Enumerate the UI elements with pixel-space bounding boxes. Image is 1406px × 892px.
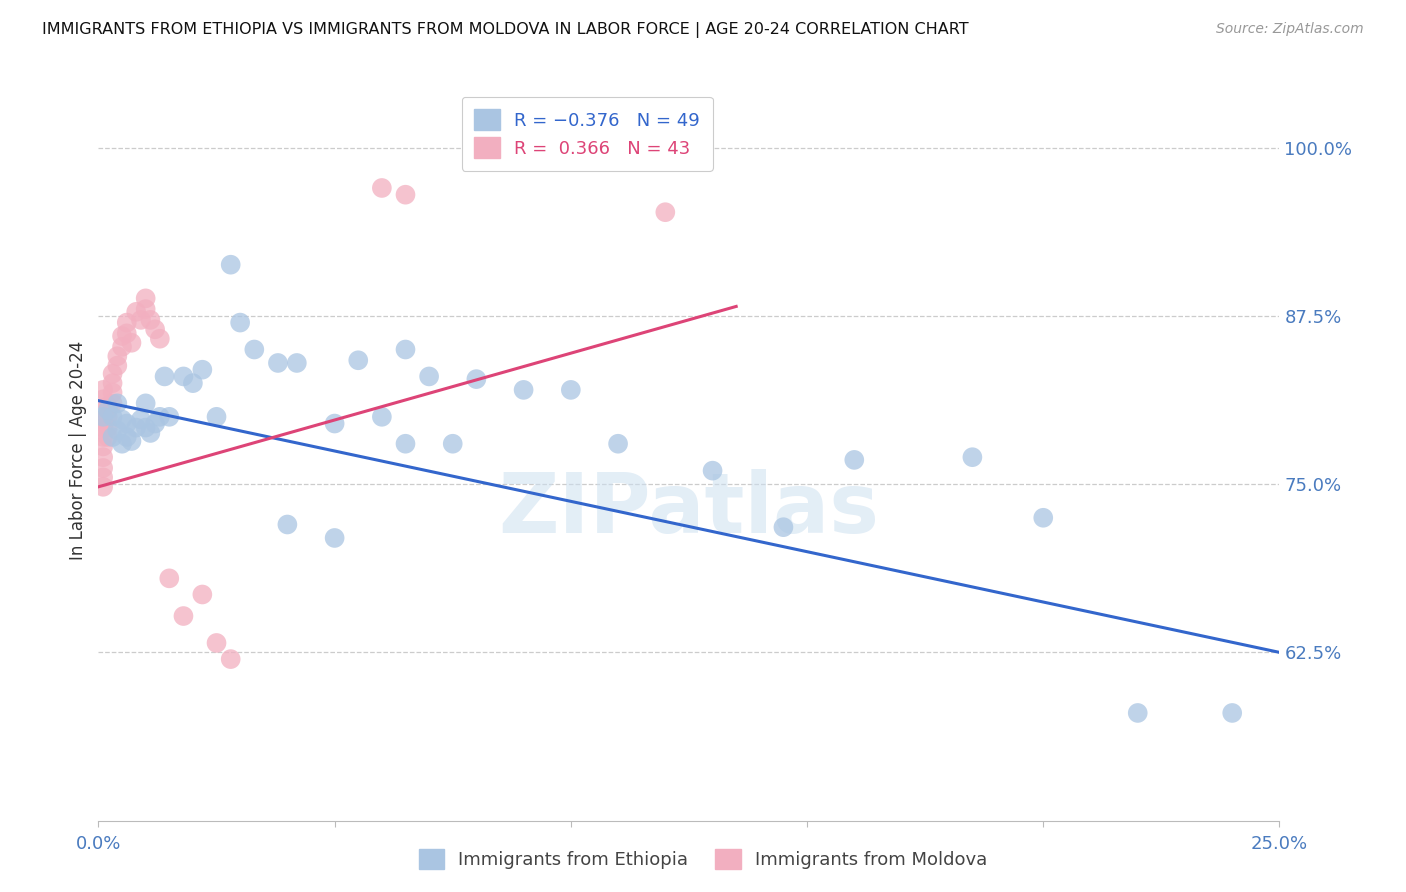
Point — [101, 430, 124, 444]
Point — [111, 329, 134, 343]
Point — [115, 326, 138, 341]
Point — [607, 436, 630, 450]
Legend: Immigrants from Ethiopia, Immigrants from Moldova: Immigrants from Ethiopia, Immigrants fro… — [409, 839, 997, 879]
Point — [101, 367, 124, 381]
Point — [91, 383, 114, 397]
Point — [394, 436, 416, 450]
Point — [181, 376, 204, 391]
Point — [91, 450, 114, 465]
Point — [125, 420, 148, 434]
Point — [267, 356, 290, 370]
Point — [115, 430, 138, 444]
Text: Source: ZipAtlas.com: Source: ZipAtlas.com — [1216, 22, 1364, 37]
Point — [536, 147, 558, 161]
Point — [125, 305, 148, 319]
Point — [512, 140, 534, 154]
Point — [229, 316, 252, 330]
Point — [157, 571, 180, 585]
Point — [219, 258, 242, 272]
Point — [91, 439, 114, 453]
Point — [441, 436, 464, 450]
Point — [135, 396, 157, 410]
Text: IMMIGRANTS FROM ETHIOPIA VS IMMIGRANTS FROM MOLDOVA IN LABOR FORCE | AGE 20-24 C: IMMIGRANTS FROM ETHIOPIA VS IMMIGRANTS F… — [42, 22, 969, 38]
Point — [91, 470, 114, 484]
Point — [323, 417, 346, 431]
Point — [139, 313, 162, 327]
Point — [105, 423, 128, 437]
Point — [219, 652, 242, 666]
Point — [91, 430, 114, 444]
Point — [205, 409, 228, 424]
Point — [97, 399, 120, 413]
Point — [394, 343, 416, 357]
Point — [135, 420, 157, 434]
Point — [143, 322, 166, 336]
Point — [149, 409, 172, 424]
Point — [101, 376, 124, 391]
Point — [121, 335, 143, 350]
Point — [191, 587, 214, 601]
Point — [101, 385, 124, 400]
Point — [205, 636, 228, 650]
Point — [153, 369, 176, 384]
Point — [115, 417, 138, 431]
Point — [91, 392, 114, 407]
Point — [772, 520, 794, 534]
Point — [97, 409, 120, 424]
Point — [418, 369, 440, 384]
Point — [143, 417, 166, 431]
Point — [276, 517, 298, 532]
Legend: R = −0.376   N = 49, R =  0.366   N = 43: R = −0.376 N = 49, R = 0.366 N = 43 — [461, 96, 713, 171]
Point — [512, 383, 534, 397]
Point — [111, 340, 134, 354]
Point — [347, 353, 370, 368]
Point — [101, 409, 124, 424]
Point — [465, 372, 488, 386]
Point — [285, 356, 308, 370]
Point — [962, 450, 984, 465]
Point — [323, 531, 346, 545]
Point — [1220, 706, 1243, 720]
Point — [149, 332, 172, 346]
Point — [135, 302, 157, 317]
Point — [702, 464, 724, 478]
Point — [101, 396, 124, 410]
Point — [121, 434, 143, 448]
Point — [91, 420, 114, 434]
Point — [115, 316, 138, 330]
Point — [1126, 706, 1149, 720]
Point — [172, 369, 194, 384]
Point — [157, 409, 180, 424]
Point — [654, 205, 676, 219]
Point — [243, 343, 266, 357]
Text: ZIPatlas: ZIPatlas — [499, 469, 879, 550]
Point — [97, 403, 120, 417]
Point — [560, 383, 582, 397]
Point — [91, 409, 114, 424]
Point — [129, 313, 152, 327]
Point — [91, 480, 114, 494]
Point — [129, 412, 152, 426]
Point — [191, 362, 214, 376]
Point — [105, 349, 128, 363]
Point — [394, 187, 416, 202]
Point — [105, 359, 128, 373]
Point — [91, 461, 114, 475]
Point — [111, 436, 134, 450]
Point — [91, 412, 114, 426]
Point — [105, 396, 128, 410]
Point — [97, 420, 120, 434]
Point — [172, 609, 194, 624]
Point — [135, 291, 157, 305]
Y-axis label: In Labor Force | Age 20-24: In Labor Force | Age 20-24 — [69, 341, 87, 560]
Point — [371, 181, 394, 195]
Point — [844, 453, 866, 467]
Point — [139, 425, 162, 440]
Point — [97, 430, 120, 444]
Point — [1032, 510, 1054, 524]
Point — [371, 409, 394, 424]
Point — [111, 412, 134, 426]
